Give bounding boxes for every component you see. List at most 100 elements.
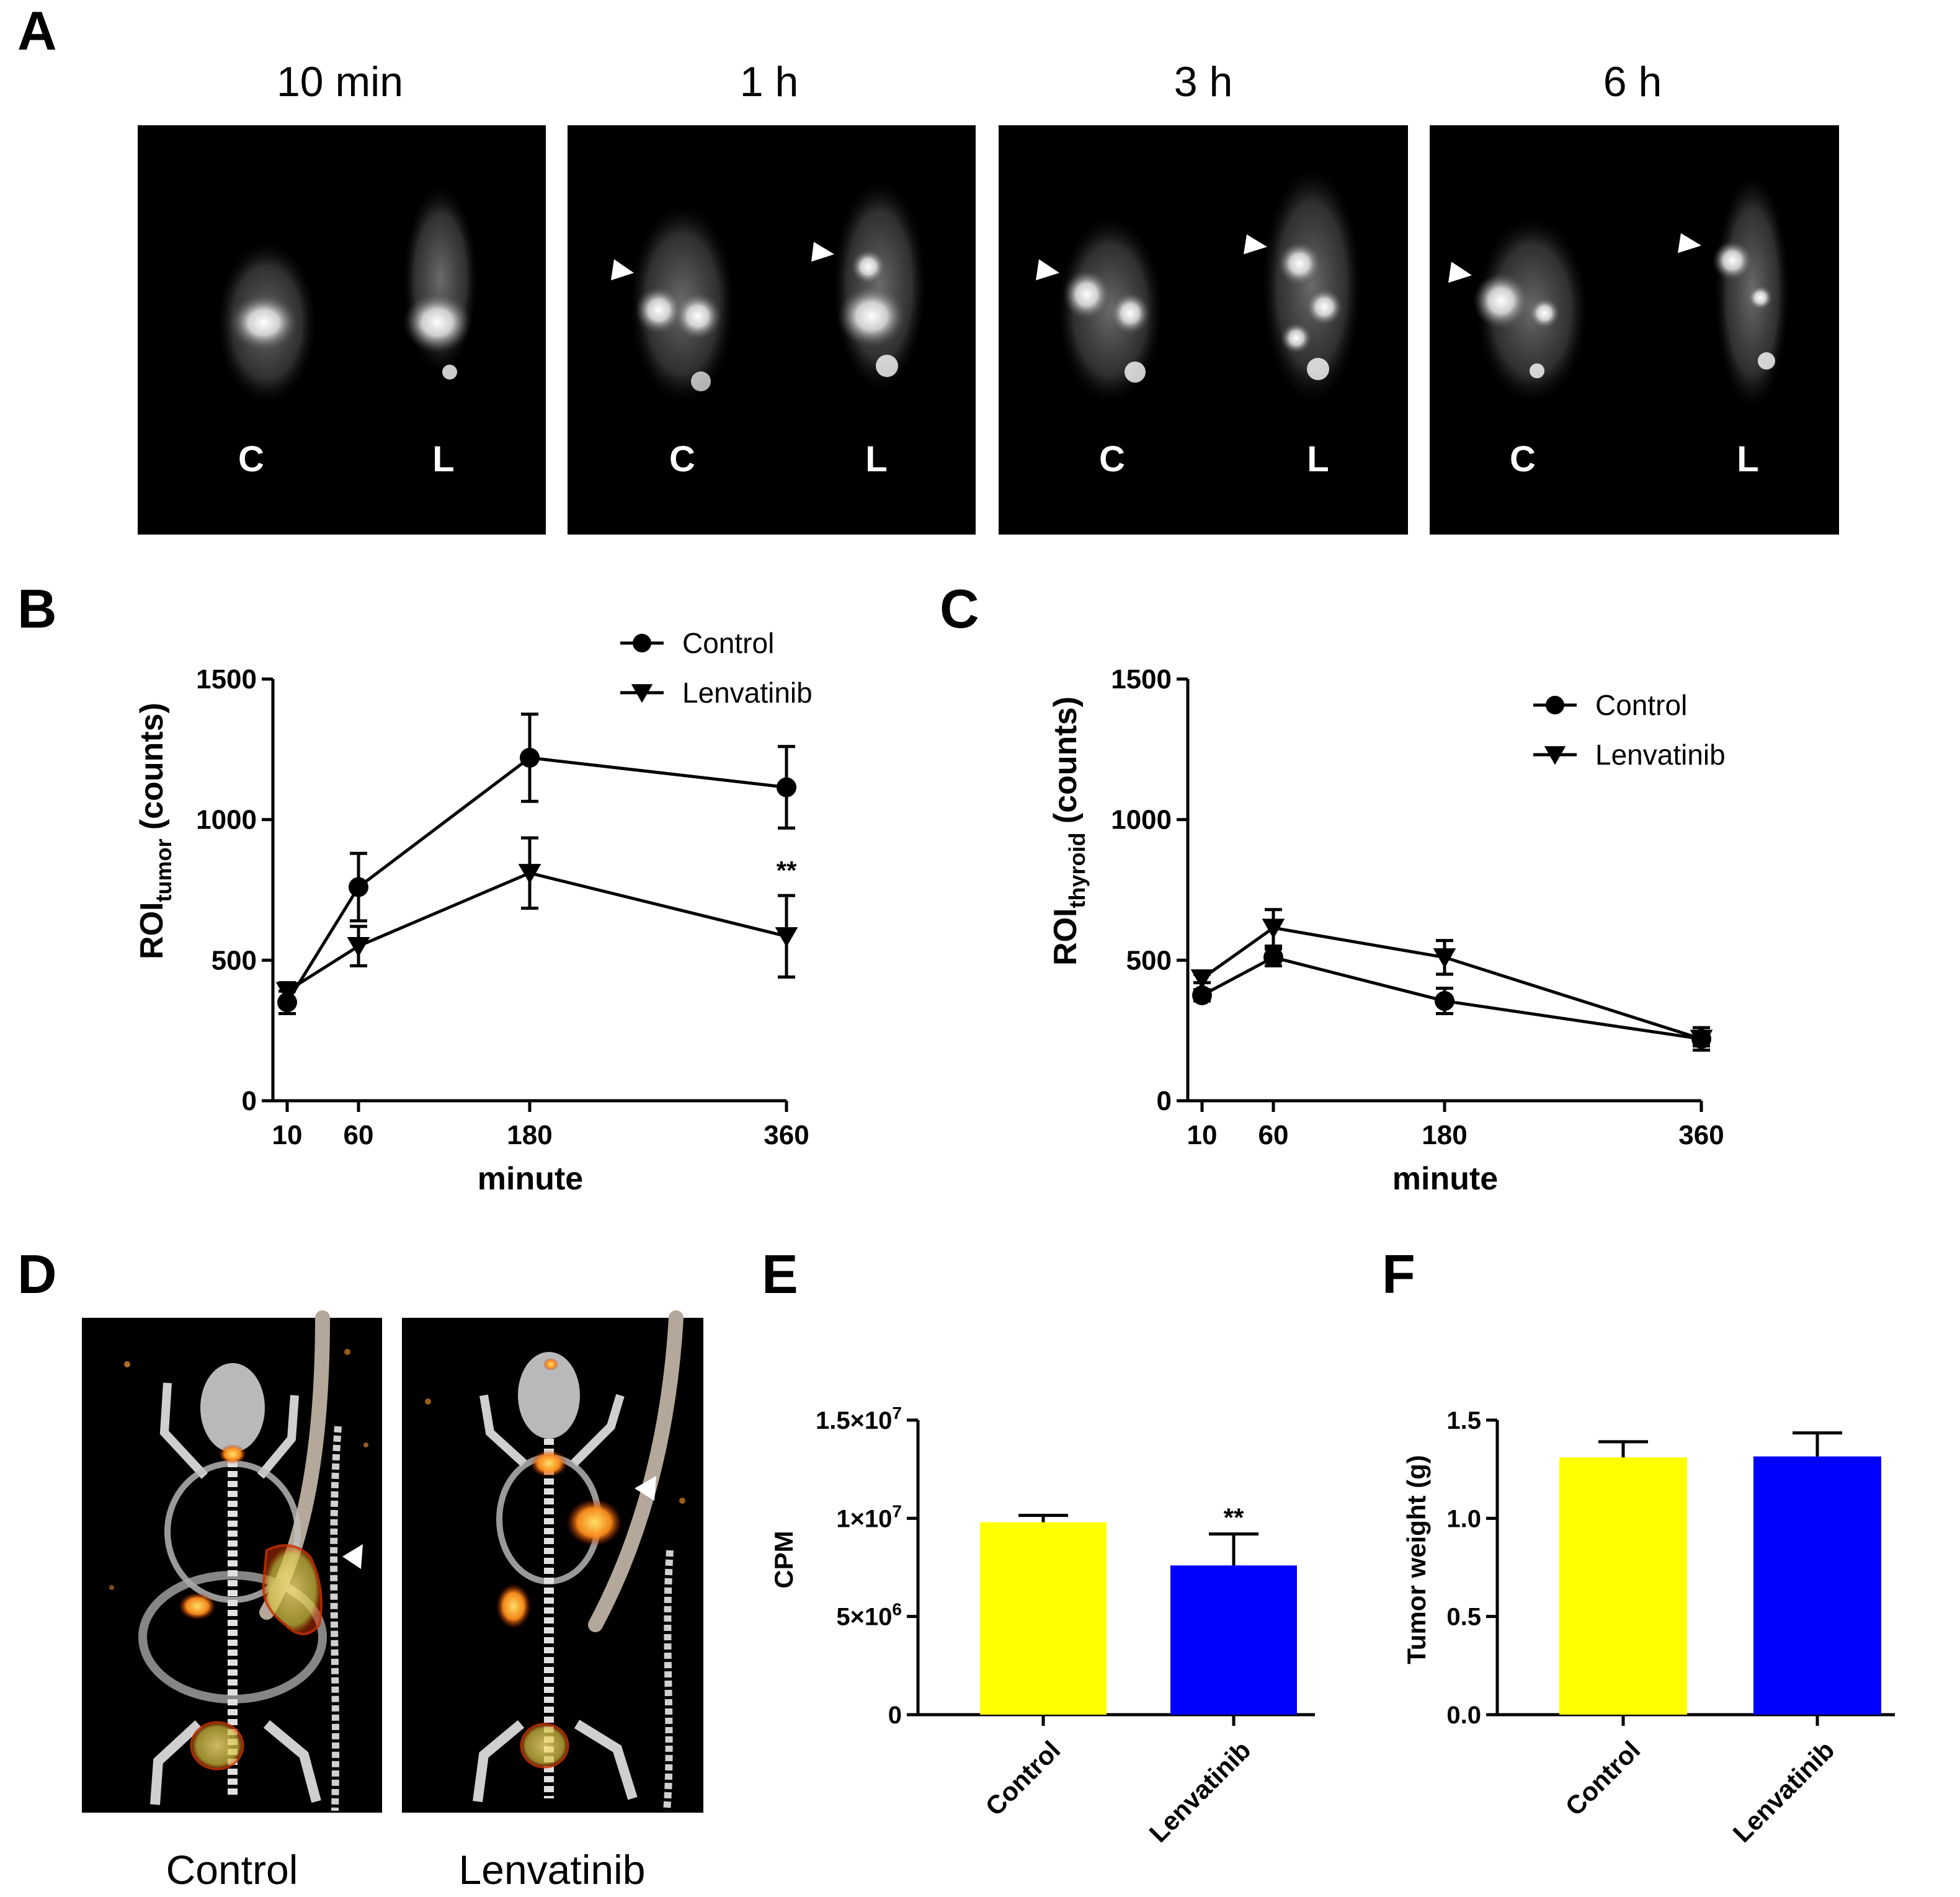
legend-label: Control: [682, 627, 774, 659]
series-line: [285, 756, 787, 1003]
arrowhead-icon: [811, 242, 834, 262]
y-tick-base: 0: [888, 1702, 902, 1729]
y-tick-base: 1.0: [1446, 1505, 1481, 1532]
panel-letter-c: C: [940, 578, 979, 639]
panel-letter-b: B: [17, 578, 57, 639]
hotspot: [1758, 352, 1775, 370]
bar-lenvatinib: [1170, 1565, 1297, 1715]
bar-lenvatinib: [1753, 1456, 1881, 1715]
legend: Control Lenvatinib: [1533, 689, 1726, 771]
y-tick-label: 1500: [1111, 664, 1172, 695]
data-point-circle: [520, 747, 540, 768]
x-tick-label: 10: [1187, 1120, 1218, 1150]
tail: [663, 1550, 674, 1811]
chart-c: ROIthyroid (counts) minute 0 500 1000 1500 1…: [1048, 664, 1726, 1197]
x-tick-label: 180: [1422, 1120, 1467, 1150]
x-tick-label: 360: [764, 1120, 809, 1150]
timepoint-label: 10 min: [277, 58, 403, 105]
arrowhead-icon: [1448, 262, 1472, 283]
hotspot: [229, 295, 298, 350]
significance-label: **: [1224, 1503, 1244, 1532]
series-line: [1201, 956, 1702, 1041]
data-point-triangle: [347, 936, 370, 957]
tumor-uptake: [262, 1544, 323, 1635]
data-point-triangle: [518, 864, 541, 884]
y-tick-exponent: 7: [892, 1501, 902, 1521]
y-tick-label: 0: [888, 1702, 902, 1729]
y-tick-base: 0.0: [1446, 1702, 1481, 1729]
y-tick-label: 5×106: [836, 1600, 902, 1631]
bladder-uptake: [520, 1723, 569, 1769]
hotspot: [1713, 241, 1752, 280]
arrowhead-icon: [611, 259, 634, 280]
hotspot: [1125, 362, 1146, 383]
scan-panel-a-4: 6 h C L: [1430, 58, 1839, 535]
hotspot: [1529, 298, 1560, 329]
data-point-circle: [1192, 985, 1212, 1005]
x-tick-label: 10: [272, 1120, 303, 1150]
hotspot: [851, 249, 886, 284]
hotspot: [1110, 292, 1150, 334]
mouse-label-lenvatinib: L: [865, 439, 887, 479]
mouse-label-lenvatinib: L: [1737, 439, 1758, 479]
hotspot: [876, 355, 898, 377]
skull: [200, 1363, 265, 1452]
speckle: [679, 1498, 685, 1504]
panel-letter-e: E: [762, 1243, 798, 1305]
y-axis-title-subscript: thyroid: [1064, 833, 1090, 909]
y-axis-title: ROIthyroid (counts): [1048, 696, 1090, 966]
hotspot: [1748, 285, 1773, 310]
mouse-label-lenvatinib: L: [1307, 439, 1329, 479]
data-point-circle: [633, 634, 651, 652]
data-point-triangle: [1262, 918, 1285, 939]
panel-letter-d: D: [17, 1243, 57, 1305]
speckle: [109, 1585, 114, 1590]
y-tick-label: 1500: [196, 664, 257, 695]
bladder-uptake: [190, 1721, 244, 1770]
hotspot: [1473, 273, 1529, 329]
y-axis-title-suffix: (counts): [1048, 696, 1084, 833]
y-tick-label: 1.0: [1446, 1505, 1481, 1532]
scan-panel-a-1: 10 min C L: [138, 58, 546, 535]
x-axis-title: minute: [478, 1161, 583, 1197]
y-tick-base: 1.5: [1446, 1407, 1481, 1434]
scan-panel-a-2: 1 h C L: [568, 58, 976, 535]
hindlimb: [574, 1720, 638, 1800]
forelimb: [257, 1395, 299, 1479]
ct-image-lenvatinib: [402, 1310, 703, 1813]
arrowhead-icon: [342, 1544, 363, 1569]
skull: [518, 1352, 580, 1439]
hotspot: [403, 293, 471, 352]
hotspot: [691, 371, 711, 391]
panel-letter-a: A: [17, 0, 57, 61]
mouse-label-control: C: [669, 439, 695, 479]
speckle: [124, 1361, 130, 1367]
mouse-label-lenvatinib: L: [432, 439, 454, 479]
chart-f: Tumor weight (g) 0.0 0.5 1.0 1.5 Control Lenv…: [1402, 1407, 1895, 1848]
y-axis-title-suffix: (counts): [134, 703, 170, 839]
y-axis-title-subscript: tumor: [151, 839, 176, 902]
legend-label: Control: [1595, 689, 1687, 721]
y-axis-title: Tumor weight (g): [1402, 1455, 1431, 1664]
data-point-circle: [349, 877, 368, 897]
bar-control: [980, 1522, 1107, 1715]
series-line: [1201, 926, 1702, 1041]
ct-image-control: [82, 1310, 382, 1813]
data-point-triangle: [275, 982, 299, 1002]
category-label: Lenvatinib: [1144, 1735, 1257, 1848]
forelimb: [571, 1393, 625, 1467]
hotspot: [1278, 242, 1321, 285]
y-axis-title: ROItumor (counts): [134, 703, 176, 959]
data-point-triangle: [1544, 746, 1566, 765]
timepoint-label: 3 h: [1174, 58, 1233, 105]
forelimb: [159, 1382, 208, 1479]
legend-label: Lenvatinib: [682, 677, 813, 709]
thyroid-uptake: [219, 1444, 246, 1464]
arrowhead-icon: [1678, 233, 1701, 253]
data-point-triangle: [775, 927, 798, 948]
speckle: [425, 1398, 431, 1405]
hotspot: [1530, 363, 1544, 378]
y-tick-base: 1.5×10: [816, 1407, 892, 1434]
